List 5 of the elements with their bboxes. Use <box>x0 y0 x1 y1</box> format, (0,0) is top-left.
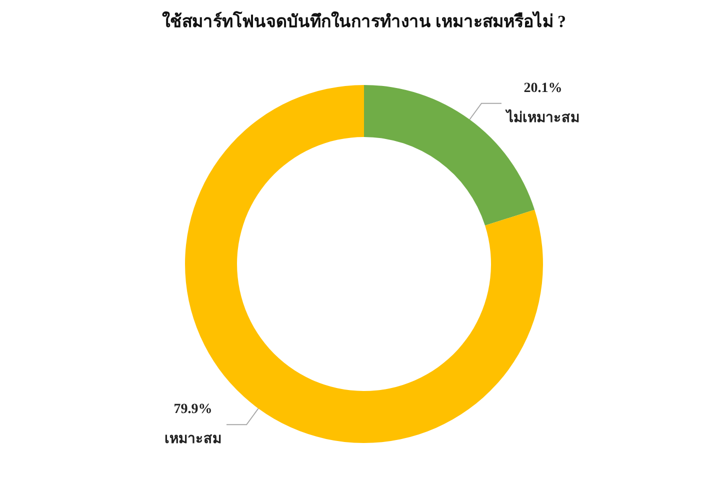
data-label: 79.9% <box>174 402 212 418</box>
slice-label: เหมาะสม <box>164 432 222 448</box>
data-label: 20.1% <box>524 80 562 96</box>
slice-label: ไม่เหมาะสม <box>504 108 580 126</box>
chart-title: ใช้สมาร์ทโฟนจดบันทึกในการทำงาน เหมาะสมหรือไม่ ? <box>162 11 566 31</box>
